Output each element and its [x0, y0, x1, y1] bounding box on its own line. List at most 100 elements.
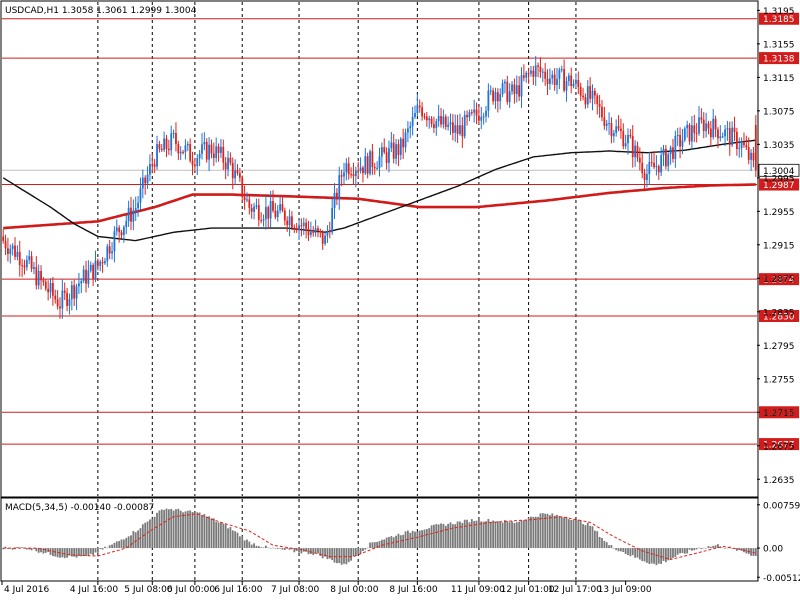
- candle-body: [80, 281, 83, 284]
- candle-body: [30, 256, 33, 269]
- candle-body: [54, 295, 57, 300]
- candle-body: [615, 126, 618, 134]
- macd-bar: [411, 530, 414, 549]
- macd-bar: [558, 516, 561, 549]
- macd-bar: [61, 548, 64, 558]
- macd-bar: [440, 523, 442, 549]
- candle-body: [224, 162, 227, 170]
- macd-bar: [605, 542, 608, 549]
- candle-body: [648, 162, 651, 175]
- candle-body: [274, 210, 277, 218]
- macd-bar: [610, 545, 613, 549]
- macd-bar: [695, 548, 698, 550]
- macd-bar: [530, 516, 532, 549]
- main-panel-frame: [0, 0, 759, 498]
- macd-bar: [717, 544, 719, 549]
- candle-body: [21, 265, 24, 267]
- candle-body: [496, 92, 499, 102]
- macd-bar: [544, 513, 547, 549]
- candle-body: [371, 151, 374, 168]
- macd-bar: [596, 531, 599, 549]
- macd-bar: [4, 546, 7, 549]
- candle-body: [513, 84, 516, 94]
- candle-body: [314, 228, 317, 233]
- macd-bar: [111, 544, 113, 549]
- candle-body: [73, 285, 76, 299]
- macd-bar: [321, 548, 324, 559]
- macd-bar: [395, 535, 397, 549]
- candle-body: [650, 162, 653, 164]
- macd-bar: [508, 522, 511, 549]
- price-tick-label: 1.2995: [763, 174, 795, 184]
- price-tick-label: 1.2675: [763, 442, 795, 452]
- macd-bar: [40, 548, 42, 553]
- macd-bar: [300, 548, 303, 554]
- macd-bar: [35, 548, 38, 552]
- macd-bar: [146, 521, 149, 549]
- macd-bar: [577, 519, 580, 549]
- candle-body: [35, 267, 38, 286]
- candle-body: [416, 105, 419, 114]
- candle-body: [418, 105, 421, 108]
- macd-bar: [16, 546, 19, 549]
- macd-bar: [414, 531, 416, 549]
- macd-bar: [402, 534, 405, 549]
- macd-bar: [608, 545, 610, 549]
- candle-body: [291, 216, 293, 228]
- candle-body: [113, 231, 116, 252]
- candle-body: [250, 207, 253, 212]
- macd-bar: [731, 547, 734, 549]
- macd-panel-frame: [0, 497, 759, 582]
- macd-bar: [350, 548, 352, 561]
- macd-bar: [537, 516, 539, 549]
- candle-body: [257, 205, 260, 221]
- candle-body: [42, 280, 45, 282]
- candle-body: [248, 199, 251, 208]
- macd-bar: [390, 536, 393, 549]
- macd-bar: [754, 548, 757, 556]
- macd-bar: [399, 535, 402, 549]
- candle-body: [721, 136, 724, 138]
- candle-body: [664, 148, 667, 167]
- candle-body: [582, 95, 584, 98]
- candle-body: [167, 148, 170, 151]
- candle-body: [177, 144, 180, 154]
- candle-body: [191, 160, 194, 166]
- candle-body: [610, 123, 613, 137]
- macd-bar: [700, 548, 703, 550]
- macd-bar: [624, 548, 627, 555]
- macd-bar: [638, 548, 641, 560]
- price-tick-label: 1.2915: [763, 241, 795, 251]
- candles-layer: [2, 56, 757, 319]
- candle-body: [276, 210, 279, 218]
- candle-body: [75, 286, 78, 299]
- macd-bar: [676, 548, 679, 555]
- macd-bar: [707, 546, 710, 549]
- candle-body: [447, 124, 450, 127]
- candle-body: [383, 147, 386, 153]
- macd-bar: [714, 545, 717, 549]
- candle-body: [40, 270, 42, 281]
- macd-bar: [681, 548, 684, 554]
- macd-bar: [175, 509, 177, 549]
- candle-body: [130, 207, 132, 222]
- candle-body: [634, 145, 637, 158]
- macd-bar: [279, 548, 281, 549]
- candle-body: [184, 145, 187, 153]
- candle-body: [305, 222, 308, 229]
- macd-bar: [525, 520, 528, 549]
- candle-body: [397, 144, 400, 156]
- level-tag: [759, 178, 799, 191]
- candle-body: [201, 144, 203, 154]
- candle-body: [695, 132, 698, 134]
- candle-body: [288, 216, 291, 226]
- macd-bar: [570, 520, 573, 549]
- macd-bar: [63, 548, 66, 559]
- candle-body: [317, 228, 319, 231]
- candle-body: [470, 112, 473, 114]
- candle-body: [435, 121, 438, 129]
- candle-body: [120, 232, 123, 236]
- macd-bar: [167, 509, 170, 549]
- candle-body: [560, 69, 563, 71]
- candle-body: [352, 174, 355, 177]
